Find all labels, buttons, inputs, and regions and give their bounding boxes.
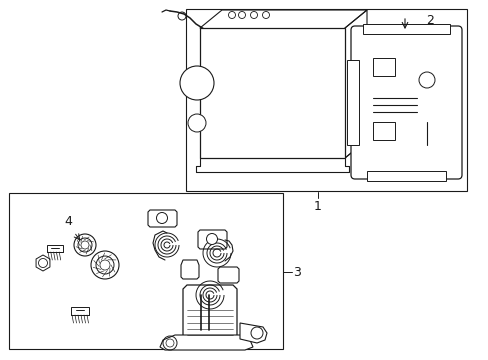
Bar [9,193,283,349]
Circle shape [187,114,205,132]
Bar [362,24,449,34]
Text: 2: 2 [425,14,433,27]
Circle shape [180,66,214,100]
Polygon shape [160,335,252,350]
Circle shape [206,234,217,244]
Bar [372,58,394,76]
Bar [185,9,466,191]
Bar [346,60,358,145]
Bar [366,171,445,181]
Bar [200,28,345,158]
Text: 3: 3 [292,266,300,279]
Text: 1: 1 [313,200,321,213]
Bar [372,122,394,140]
Polygon shape [240,323,266,343]
Polygon shape [183,285,237,339]
Circle shape [156,212,167,224]
FancyBboxPatch shape [350,26,461,179]
Text: 4: 4 [64,215,72,228]
